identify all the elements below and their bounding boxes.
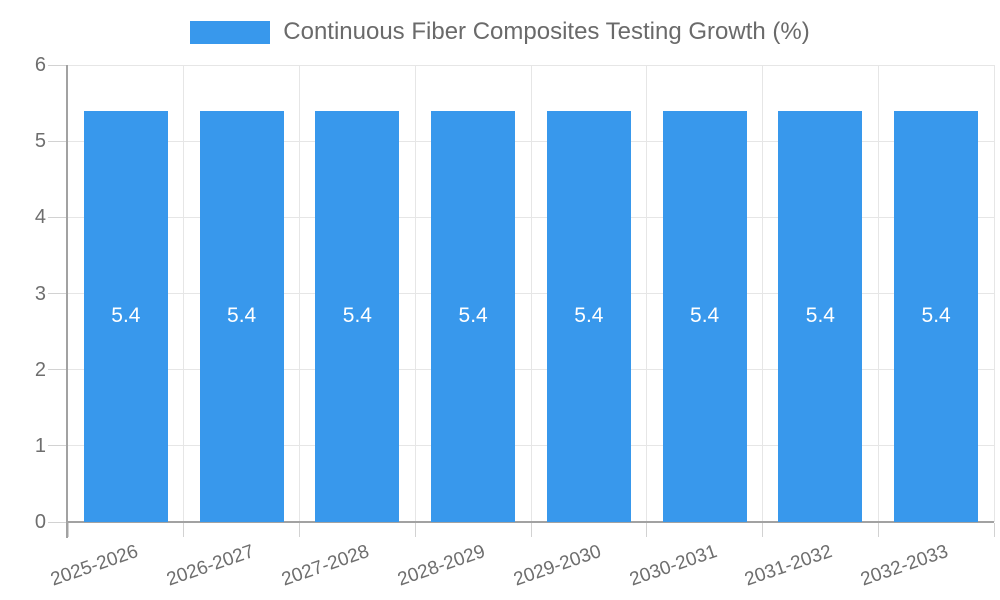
v-gridline	[646, 65, 648, 522]
bar[interactable]: 5.4	[83, 110, 168, 522]
v-gridline	[993, 65, 995, 522]
v-gridline	[762, 65, 763, 522]
bar-value-label: 5.4	[458, 304, 488, 328]
x-axis-tick	[762, 523, 763, 537]
x-axis-tick	[183, 523, 185, 537]
x-axis-tick	[414, 523, 416, 537]
bar-value-label: 5.4	[805, 304, 835, 328]
bar-value-label: 5.4	[690, 304, 720, 328]
bar[interactable]: 5.4	[546, 110, 631, 522]
y-axis-label: 0	[34, 511, 46, 533]
bar[interactable]: 5.4	[431, 110, 516, 522]
y-axis-label: 1	[34, 434, 46, 457]
y-axis-label: 2	[34, 358, 46, 381]
v-gridline	[877, 65, 879, 522]
y-axis-label: 5	[34, 130, 46, 153]
y-axis-label: 4	[34, 206, 46, 229]
y-axis-tick	[48, 216, 68, 218]
bar[interactable]: 5.4	[199, 110, 284, 522]
bar-value-label: 5.4	[111, 304, 141, 328]
y-axis-tick	[48, 293, 68, 294]
y-axis-tick	[48, 521, 68, 523]
x-axis-tick	[67, 523, 69, 537]
legend-swatch[interactable]	[190, 20, 271, 44]
bar-value-label: 5.4	[227, 304, 257, 328]
bar[interactable]: 5.4	[778, 110, 863, 522]
x-axis-tick	[646, 523, 648, 537]
x-axis-tick	[877, 523, 879, 537]
y-axis-tick	[48, 64, 68, 66]
bar[interactable]: 5.4	[662, 110, 747, 522]
y-axis-label: 6	[34, 54, 46, 76]
v-gridline	[414, 65, 416, 522]
bar[interactable]: 5.4	[894, 110, 979, 522]
y-axis-tick	[48, 445, 68, 447]
bar[interactable]: 5.4	[315, 110, 400, 522]
y-axis-tick	[48, 140, 68, 142]
y-axis-line	[66, 65, 68, 538]
bar-value-label: 5.4	[921, 304, 951, 328]
v-gridline	[183, 65, 185, 522]
v-gridline	[530, 65, 532, 522]
bar-value-label: 5.4	[342, 304, 372, 328]
x-axis-line	[66, 521, 994, 523]
chart-legend[interactable]: Continuous Fiber Composites Testing Grow…	[0, 18, 1000, 46]
legend-label[interactable]: Continuous Fiber Composites Testing Grow…	[283, 18, 810, 45]
x-axis-tick	[993, 523, 995, 537]
bar-value-label: 5.4	[574, 304, 604, 328]
y-axis-label: 3	[34, 282, 46, 305]
x-axis-tick	[299, 523, 300, 537]
y-axis-tick	[48, 369, 68, 371]
x-axis-tick	[530, 523, 532, 537]
v-gridline	[299, 65, 300, 522]
